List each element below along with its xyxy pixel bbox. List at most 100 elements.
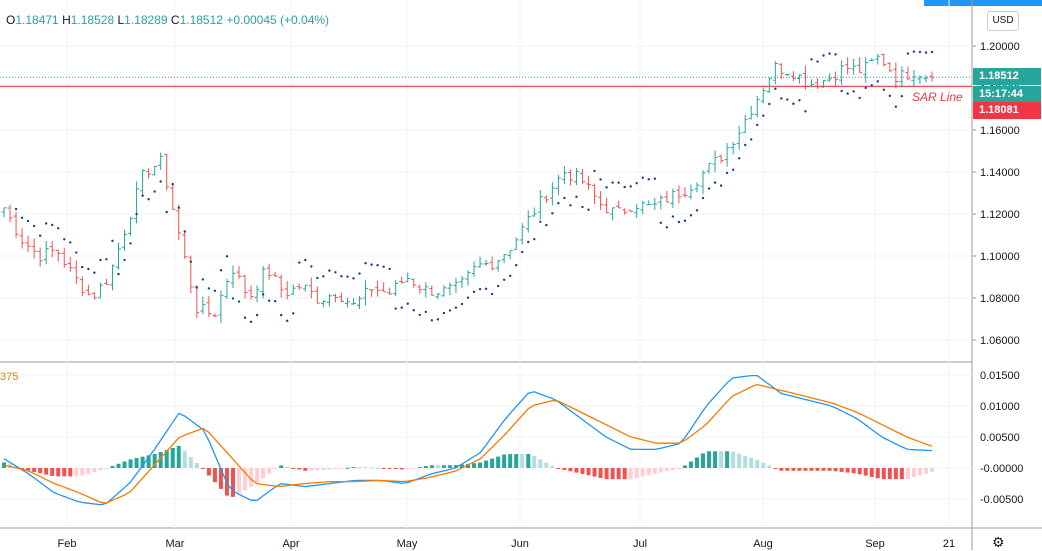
sar-dot [153,190,156,193]
macd-histogram-bar [646,468,651,476]
sar-dot [533,237,536,241]
sar-dot [364,261,367,265]
sar-dot [876,80,879,83]
macd-histogram-bar [785,468,790,471]
ohlc-legend: O1.18471 H1.18528 L1.18289 C1.18512 +0.0… [6,13,329,27]
sar-dot [762,114,765,117]
sar-dot [129,242,132,245]
macd-histogram-bar [62,468,67,477]
macd-histogram-bar [905,468,910,479]
macd-histogram-bar [773,468,778,469]
sar-dot [111,239,114,243]
sar-dot [69,241,72,244]
macd-histogram-bar [423,466,428,468]
sar-dot [665,226,669,229]
macd-histogram-bar [387,468,392,469]
sar-dot [273,300,277,303]
macd-histogram-bar [194,462,199,468]
macd-histogram-bar [791,468,796,471]
sar-dot [780,97,783,100]
macd-histogram-bar [243,468,248,491]
macd-histogram-bar [719,451,724,468]
macd-histogram-bar [502,454,507,468]
sar-dot [484,287,488,290]
macd-histogram-bar [116,463,121,468]
macd-histogram-bar [38,468,43,474]
sar-dot [105,258,108,261]
sar-dot [358,272,361,275]
sar-dot [846,92,849,95]
sar-dot [768,102,771,106]
macd-histogram-bar [658,468,663,473]
sar-dot [605,186,608,189]
macd-histogram-bar [508,454,513,468]
sar-dot [737,157,741,160]
macd-histogram-bar [327,468,332,470]
macd-histogram-bar [279,465,284,468]
sar-dot [617,181,620,184]
macd-histogram-bar [86,468,91,474]
macd-histogram-bar [104,468,109,469]
sar-dot [683,219,687,222]
macd-histogram-bar [851,468,856,474]
macd-histogram-bar [875,468,880,479]
gear-icon[interactable]: ⚙ [992,534,1005,550]
sar-dot [786,98,789,101]
macd-histogram-bar [44,468,49,475]
macd-histogram-bar [640,468,645,477]
signal-line [3,383,933,504]
sar-dot [774,87,777,90]
macd-histogram-bar [676,468,681,469]
macd-histogram-bar [604,468,609,480]
macd-histogram-bar [779,468,784,471]
sar-dot [322,275,325,278]
sar-dot [352,277,355,280]
macd-histogram-bar [713,451,718,468]
macd-histogram-bar [544,462,549,468]
macd-histogram-bar [562,468,567,470]
macd-histogram-bar [592,468,597,477]
sar-dot [38,234,42,237]
sar-dot [478,287,482,291]
macd-histogram-bar [441,465,446,468]
sar-dot [521,250,524,254]
price-tick-label: 1.12000 [980,209,1020,221]
macd-histogram-bar [333,468,338,470]
macd-histogram-bar [381,468,386,469]
sar-dot [171,182,174,186]
macd-histogram-bar [622,468,627,480]
sar-dot [388,267,391,271]
macd-histogram-bar [188,456,193,468]
macd-histogram-bar [429,465,434,468]
macd-tick-label: -0.00000 [980,463,1023,475]
close-label: C [170,13,180,27]
macd-histogram-bar [616,468,621,480]
sar-dot [828,52,831,55]
sar-dot [701,196,705,200]
price-tick-label: 1.14000 [980,167,1020,179]
macd-histogram-bar [526,454,531,468]
macd-histogram-bar [815,468,820,471]
sar-dot [237,300,241,303]
sar-dot [569,204,572,207]
currency-button[interactable]: USD [987,11,1019,31]
macd-histogram-bar [881,468,886,480]
macd-histogram-bar [887,468,892,480]
sar-dot [924,51,928,54]
macd-histogram-bar [532,456,537,468]
macd-histogram-bar [230,468,235,497]
sar-dot [400,306,403,309]
countdown-tag: 15:17:44 [973,86,1041,103]
time-tick-label: Jun [511,538,529,550]
sar-dot [858,96,861,100]
sar-dot [930,50,934,54]
sar-dot [659,221,663,225]
low-label: L [117,13,125,27]
macd-histogram-bar [218,468,223,489]
macd-histogram-bar [688,461,693,468]
sar-price-tag: 1.18081 [973,102,1041,119]
sar-line-label: SAR Line [912,90,963,104]
time-tick-label: Aug [753,538,773,550]
macd-histogram-bar [568,468,573,472]
